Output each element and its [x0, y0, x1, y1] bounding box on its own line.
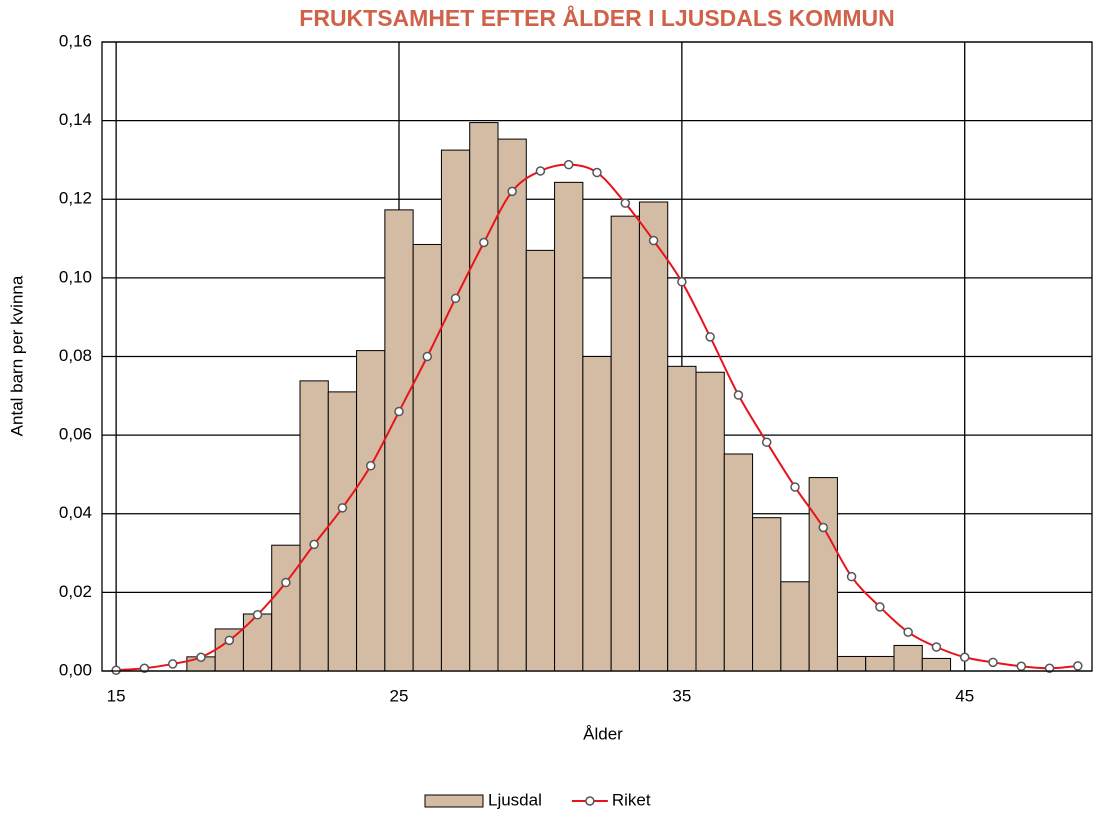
bar [667, 365, 697, 672]
y-axis-label: Antal barn per kvinna [7, 275, 26, 436]
chart-title: FRUKTSAMHET EFTER ÅLDER I LJUSDALS KOMMU… [299, 4, 894, 31]
marker [903, 627, 913, 637]
bar [384, 209, 414, 672]
y-tick-label: 0,04 [59, 503, 92, 522]
y-tick-label: 0,14 [59, 110, 92, 129]
marker [846, 571, 857, 582]
y-tick-label: 0,12 [59, 189, 92, 208]
marker [139, 663, 150, 673]
bar [865, 655, 895, 672]
plot-border [101, 41, 1093, 672]
bar [412, 243, 442, 672]
marker [1016, 661, 1027, 672]
x-tick-label: 45 [955, 686, 974, 705]
marker [733, 390, 744, 400]
bar [780, 581, 810, 672]
marker [563, 159, 574, 170]
marker [337, 503, 348, 513]
x-axis-label: Ålder [583, 724, 623, 743]
bar [440, 149, 471, 672]
y-tick-label: 0,06 [59, 425, 92, 444]
x-tick-label: 15 [107, 686, 126, 705]
marker [479, 237, 489, 248]
bar [808, 477, 838, 672]
bar [695, 371, 725, 672]
bar [525, 249, 556, 672]
bar [299, 380, 329, 672]
legend-swatch [424, 794, 484, 808]
bar [582, 356, 612, 672]
bar [723, 453, 754, 672]
bar [752, 517, 782, 672]
marker [196, 652, 206, 662]
bar [214, 628, 244, 672]
bar [497, 138, 527, 672]
bar [469, 122, 499, 672]
marker [422, 351, 433, 362]
bar [271, 544, 301, 672]
marker [394, 406, 404, 417]
legend-marker [585, 796, 595, 806]
bar [356, 350, 386, 672]
marker [705, 332, 715, 342]
bar [638, 201, 669, 672]
legend-label: Ljusdal [488, 790, 542, 809]
marker [167, 659, 178, 669]
marker [761, 437, 772, 447]
marker [309, 539, 319, 550]
legend-label: Riket [612, 790, 651, 809]
marker [988, 657, 998, 668]
y-tick-label: 0,00 [59, 660, 92, 679]
y-tick-label: 0,08 [59, 346, 92, 365]
marker [620, 198, 631, 208]
marker [677, 277, 687, 287]
x-tick-label: 25 [390, 686, 409, 705]
marker [931, 642, 942, 652]
marker [281, 577, 291, 588]
marker [959, 652, 970, 662]
y-tick-label: 0,10 [59, 267, 92, 286]
marker [592, 167, 602, 178]
marker [818, 522, 829, 533]
marker [648, 235, 659, 246]
marker [790, 482, 800, 492]
bar [327, 391, 358, 672]
marker [252, 610, 263, 620]
marker [450, 293, 461, 304]
marker [507, 186, 517, 197]
marker [1073, 661, 1083, 671]
marker [875, 602, 885, 612]
y-tick-label: 0,16 [59, 31, 92, 50]
bar [921, 657, 952, 672]
y-tick-label: 0,02 [59, 582, 92, 601]
bar [242, 613, 273, 672]
marker [111, 665, 121, 675]
bar [836, 655, 867, 672]
marker [535, 166, 546, 176]
bar [610, 215, 640, 672]
marker [224, 635, 235, 646]
marker [365, 461, 376, 471]
bar [554, 181, 584, 672]
x-tick-label: 35 [672, 686, 691, 705]
marker [1044, 663, 1055, 673]
bar [893, 644, 923, 672]
